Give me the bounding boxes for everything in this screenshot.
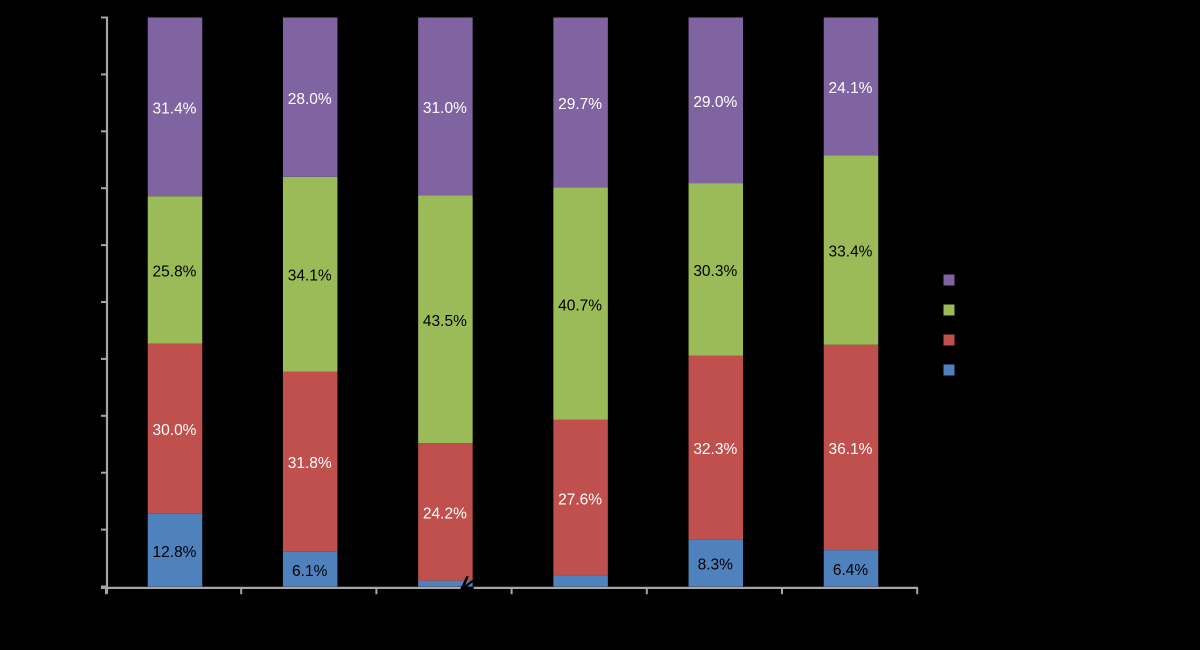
svg-text:24.2%: 24.2% [423, 506, 467, 523]
svg-text:28.0%: 28.0% [288, 91, 332, 108]
svg-text:6.4%: 6.4% [833, 562, 869, 579]
svg-text:33.4%: 33.4% [829, 243, 873, 260]
svg-text:12.8%: 12.8% [153, 544, 197, 561]
svg-text:43.5%: 43.5% [423, 313, 467, 330]
svg-text:25.8%: 25.8% [153, 263, 197, 280]
svg-text:30.3%: 30.3% [693, 263, 737, 280]
svg-text:29.7%: 29.7% [558, 96, 602, 113]
svg-text:40.7%: 40.7% [558, 297, 602, 314]
svg-text:36.1%: 36.1% [829, 441, 873, 458]
svg-text:29.0%: 29.0% [693, 94, 737, 111]
svg-text:6.1%: 6.1% [292, 563, 328, 580]
svg-text:31.4%: 31.4% [153, 101, 197, 118]
svg-text:27.6%: 27.6% [558, 491, 602, 508]
svg-text:34.1%: 34.1% [288, 268, 332, 285]
svg-text:32.3%: 32.3% [693, 441, 737, 458]
svg-text:24.1%: 24.1% [829, 80, 873, 97]
svg-text:30.0%: 30.0% [153, 422, 197, 439]
svg-text:31.0%: 31.0% [423, 100, 467, 117]
svg-text:8.3%: 8.3% [698, 557, 734, 574]
svg-text:31.8%: 31.8% [288, 455, 332, 472]
